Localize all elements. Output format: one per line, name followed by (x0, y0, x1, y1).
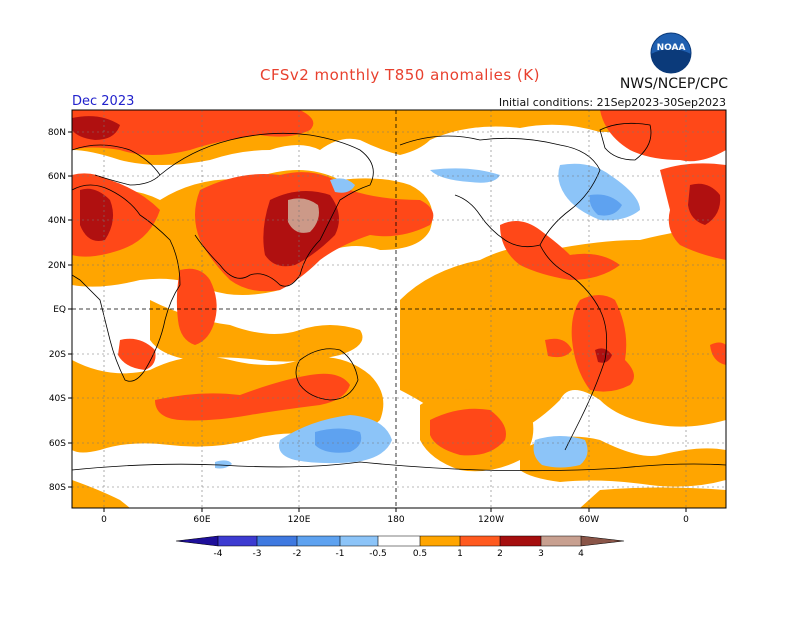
colorbar-swatch-2 (257, 536, 297, 546)
noaa-logo-icon: NOAA (650, 32, 692, 74)
lon-label-120e: 120E (288, 515, 311, 525)
agency-label: NWS/NCEP/CPC (619, 76, 728, 92)
lat-label-eq: EQ (53, 305, 66, 315)
colorbar-tick: -3 (253, 549, 262, 559)
colorbar-tick: -4 (214, 549, 223, 559)
lat-label-40n: 40N (48, 216, 66, 226)
colorbar-tick: 4 (578, 549, 584, 559)
svg-text:NOAA: NOAA (657, 43, 686, 53)
map-title: CFSv2 monthly T850 anomalies (K) (260, 66, 540, 84)
forecast-month: Dec 2023 (72, 94, 135, 109)
lon-label-60w: 60W (579, 515, 599, 525)
very-hot-region (288, 198, 319, 233)
colorbar-tick: 0.5 (413, 549, 427, 559)
lon-label-120w: 120W (478, 515, 504, 525)
cold-region (315, 194, 622, 453)
equator-dateline (72, 110, 726, 508)
colorbar-swatch-4 (340, 536, 378, 546)
lon-label-0: 0 (101, 515, 107, 525)
colorbar-swatch-10 (581, 536, 624, 546)
lon-label-180: 180 (387, 515, 404, 525)
colorbar-swatch-8 (500, 536, 541, 546)
colorbar-swatch-7 (460, 536, 500, 546)
colorbar-tick: -0.5 (369, 549, 387, 559)
colorbar-tick: -2 (293, 549, 302, 559)
colorbar-swatch-9 (541, 536, 581, 546)
coastlines (72, 122, 726, 472)
colorbar-tick: -1 (336, 549, 345, 559)
colorbar-tick: 1 (457, 549, 463, 559)
lat-label-60s: 60S (49, 439, 66, 449)
colorbar-swatch-1 (218, 536, 257, 546)
lon-label-0-east: 0 (683, 515, 689, 525)
lon-label-60e: 60E (193, 515, 210, 525)
graticule (72, 110, 726, 508)
colorbar-swatch-6 (420, 536, 460, 546)
colorbar-tick: 3 (538, 549, 544, 559)
colorbar-swatch-5 (378, 536, 420, 546)
lat-label-20s: 20S (49, 350, 66, 360)
lat-label-20n: 20N (48, 261, 66, 271)
lat-label-40s: 40S (49, 394, 66, 404)
colorbar: -4 -3 -2 -1 -0.5 0.5 1 2 3 4 (175, 535, 625, 559)
lat-label-60n: 60N (48, 172, 66, 182)
initial-conditions: Initial conditions: 21Sep2023-30Sep2023 (498, 96, 726, 109)
lat-label-80n: 80N (48, 128, 66, 138)
colorbar-tick: 2 (497, 549, 503, 559)
colorbar-swatch-3 (297, 536, 340, 546)
lat-label-80s: 80S (49, 483, 66, 493)
colorbar-swatch-0 (176, 536, 218, 546)
